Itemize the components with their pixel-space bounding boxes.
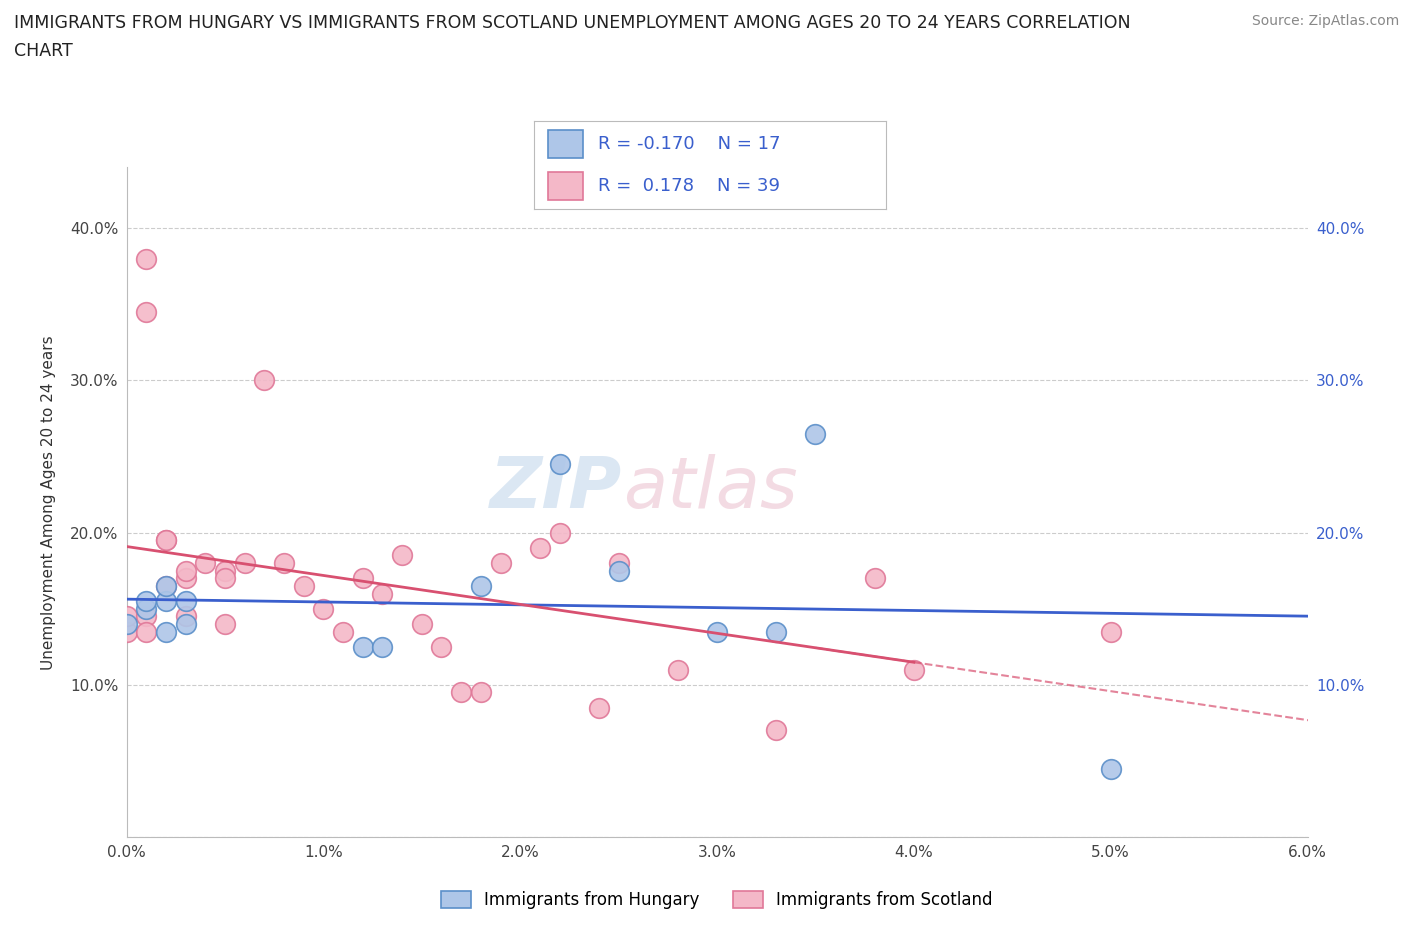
Point	[174, 617, 197, 631]
Point	[548, 525, 571, 540]
Point	[607, 555, 630, 570]
Point	[352, 639, 374, 654]
Point	[233, 555, 256, 570]
Point	[174, 571, 197, 586]
Point	[1099, 761, 1122, 776]
Point	[903, 662, 925, 677]
Point	[450, 685, 472, 700]
Point	[430, 639, 453, 654]
Point	[194, 555, 217, 570]
Point	[174, 593, 197, 608]
Point	[135, 251, 157, 266]
Point	[115, 609, 138, 624]
Point	[1099, 624, 1122, 639]
Point	[155, 593, 177, 608]
Point	[312, 602, 335, 617]
Point	[155, 624, 177, 639]
Text: R =  0.178    N = 39: R = 0.178 N = 39	[598, 178, 779, 195]
Point	[115, 617, 138, 631]
Point	[135, 624, 157, 639]
Point	[135, 304, 157, 319]
Point	[666, 662, 689, 677]
Point	[332, 624, 354, 639]
Point	[863, 571, 886, 586]
Point	[529, 540, 551, 555]
Point	[155, 578, 177, 593]
Point	[706, 624, 728, 639]
Point	[135, 593, 157, 608]
Text: ZIP: ZIP	[491, 455, 623, 524]
Point	[273, 555, 295, 570]
Point	[214, 571, 236, 586]
Point	[135, 602, 157, 617]
Legend: Immigrants from Hungary, Immigrants from Scotland: Immigrants from Hungary, Immigrants from…	[434, 884, 1000, 916]
Point	[292, 578, 315, 593]
Point	[174, 609, 197, 624]
Point	[470, 685, 492, 700]
Point	[489, 555, 512, 570]
Point	[765, 624, 787, 639]
Point	[214, 564, 236, 578]
Text: IMMIGRANTS FROM HUNGARY VS IMMIGRANTS FROM SCOTLAND UNEMPLOYMENT AMONG AGES 20 T: IMMIGRANTS FROM HUNGARY VS IMMIGRANTS FR…	[14, 14, 1130, 32]
Point	[214, 617, 236, 631]
Point	[155, 533, 177, 548]
Point	[804, 426, 827, 441]
Point	[548, 457, 571, 472]
Text: Source: ZipAtlas.com: Source: ZipAtlas.com	[1251, 14, 1399, 28]
Point	[155, 533, 177, 548]
Point	[588, 700, 610, 715]
Point	[174, 564, 197, 578]
Point	[371, 586, 394, 601]
Point	[470, 578, 492, 593]
FancyBboxPatch shape	[548, 130, 583, 158]
FancyBboxPatch shape	[548, 172, 583, 201]
Point	[352, 571, 374, 586]
Point	[371, 639, 394, 654]
Point	[155, 578, 177, 593]
Point	[391, 548, 413, 563]
Y-axis label: Unemployment Among Ages 20 to 24 years: Unemployment Among Ages 20 to 24 years	[41, 335, 56, 670]
Point	[765, 723, 787, 737]
Text: CHART: CHART	[14, 42, 73, 60]
Text: R = -0.170    N = 17: R = -0.170 N = 17	[598, 135, 780, 153]
Point	[135, 609, 157, 624]
Point	[115, 624, 138, 639]
Text: atlas: atlas	[623, 455, 797, 524]
Point	[607, 564, 630, 578]
Point	[253, 373, 276, 388]
Point	[411, 617, 433, 631]
